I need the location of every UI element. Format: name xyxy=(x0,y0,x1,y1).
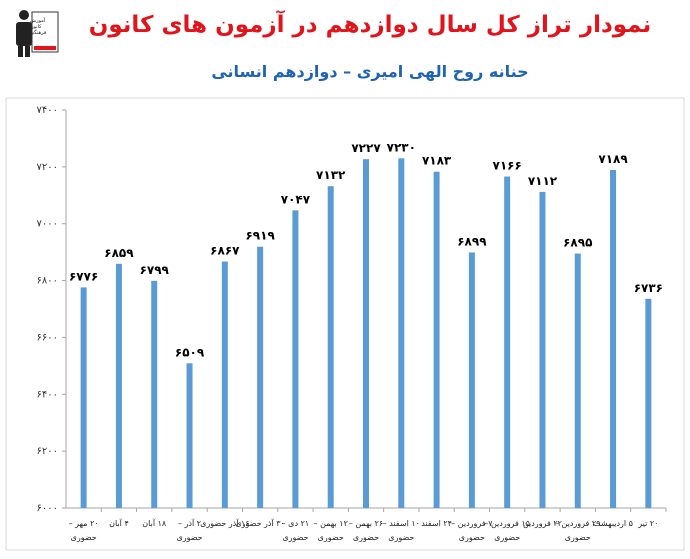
data-label: ۷۲۳۰ xyxy=(387,140,416,154)
x-tick-label: ۱۲ بهمن – حضوری xyxy=(314,519,348,542)
data-label: ۷۱۱۲ xyxy=(528,174,558,188)
bar xyxy=(363,159,369,508)
chart-subtitle: حنانه روح الهی امیری – دوازدهم انسانی xyxy=(211,62,529,81)
bar xyxy=(468,252,475,508)
logo-icon xyxy=(16,10,59,57)
data-label: ۷۱۶۶ xyxy=(493,159,522,173)
data-label: ۶۷۹۹ xyxy=(140,263,170,277)
x-tick-label: ۱۸ آبان xyxy=(142,518,167,528)
data-label: ۷۲۲۷ xyxy=(351,141,381,155)
data-label: ۷۱۸۳ xyxy=(422,154,452,168)
data-label: ۶۸۶۷ xyxy=(210,244,240,258)
y-tick-label: ۷۴۰۰ xyxy=(37,105,58,116)
x-tick-label: ۵ اردیبهشت xyxy=(593,519,633,528)
x-tick-label: ۲۹ فروردین – حضوری xyxy=(555,519,601,542)
x-tick-label: ۲۴ اسفند xyxy=(421,519,452,528)
data-label: ۶۵۰۹ xyxy=(175,345,205,359)
x-tick-label: ۱۰ اسفند – حضوری xyxy=(383,519,420,542)
x-tick-label: ۱۶ آذر حضوری xyxy=(200,518,249,528)
x-tick-label: ۲ آذر – حضوری xyxy=(176,518,202,542)
x-tick-label: ۲۰ مهر – حضوری xyxy=(69,519,99,542)
y-tick-label: ۶۸۰۰ xyxy=(37,276,58,287)
bar xyxy=(574,253,581,508)
bar xyxy=(115,263,122,508)
x-tick-label: ۲۰ تیر xyxy=(637,519,658,528)
y-tick-label: ۶۴۰۰ xyxy=(37,389,58,400)
x-tick-label: ۲۱ دی – حضوری xyxy=(282,519,310,542)
data-label: ۷۱۸۹ xyxy=(598,152,628,166)
data-label: ۶۷۷۶ xyxy=(69,269,98,283)
bar xyxy=(645,298,652,508)
y-tick-label: ۷۲۰۰ xyxy=(37,162,58,173)
x-tick-label: ۲۶ بهمن – حضوری xyxy=(349,519,383,542)
bar xyxy=(80,287,87,508)
bar xyxy=(292,210,299,509)
bar xyxy=(610,169,617,508)
y-tick-label: ۶۶۰۰ xyxy=(37,332,58,343)
logo-label: آموزش کانون فرهنگی xyxy=(30,18,47,36)
data-label: ۶۷۳۶ xyxy=(634,281,663,295)
x-tick-label: ۷ فروردین – حضوری xyxy=(451,519,493,542)
y-tick-label: ۶۲۰۰ xyxy=(37,446,58,457)
data-label: ۶۸۵۹ xyxy=(104,246,134,260)
x-tick-label: ۳۰ آذر حضوری xyxy=(235,518,284,528)
x-tick-label: ۲۲ فروردین xyxy=(523,519,562,528)
bar xyxy=(504,176,511,508)
data-label: ۶۸۹۹ xyxy=(457,234,487,248)
bar xyxy=(151,280,158,508)
data-label: ۷۰۴۷ xyxy=(281,192,311,206)
data-label: ۶۹۱۹ xyxy=(245,229,275,243)
x-tick-label: ۱۵ فروردین – حضوری xyxy=(484,519,530,542)
bar xyxy=(327,186,334,508)
chart-title: نمودار تراز کل سال دوازدهم در آزمون های … xyxy=(88,12,652,38)
y-tick-label: ۷۰۰۰ xyxy=(37,219,58,230)
bar xyxy=(221,261,228,508)
data-label: ۷۱۳۲ xyxy=(316,168,346,182)
chart-frame xyxy=(5,97,685,551)
x-tick-label: ۴ آبان xyxy=(109,518,129,528)
y-tick-label: ۶۰۰۰ xyxy=(37,503,58,514)
data-label: ۶۸۹۵ xyxy=(563,236,592,250)
bar xyxy=(257,246,264,508)
bar xyxy=(186,363,193,508)
bar xyxy=(398,158,405,509)
bar xyxy=(539,191,546,509)
bar xyxy=(433,171,440,508)
